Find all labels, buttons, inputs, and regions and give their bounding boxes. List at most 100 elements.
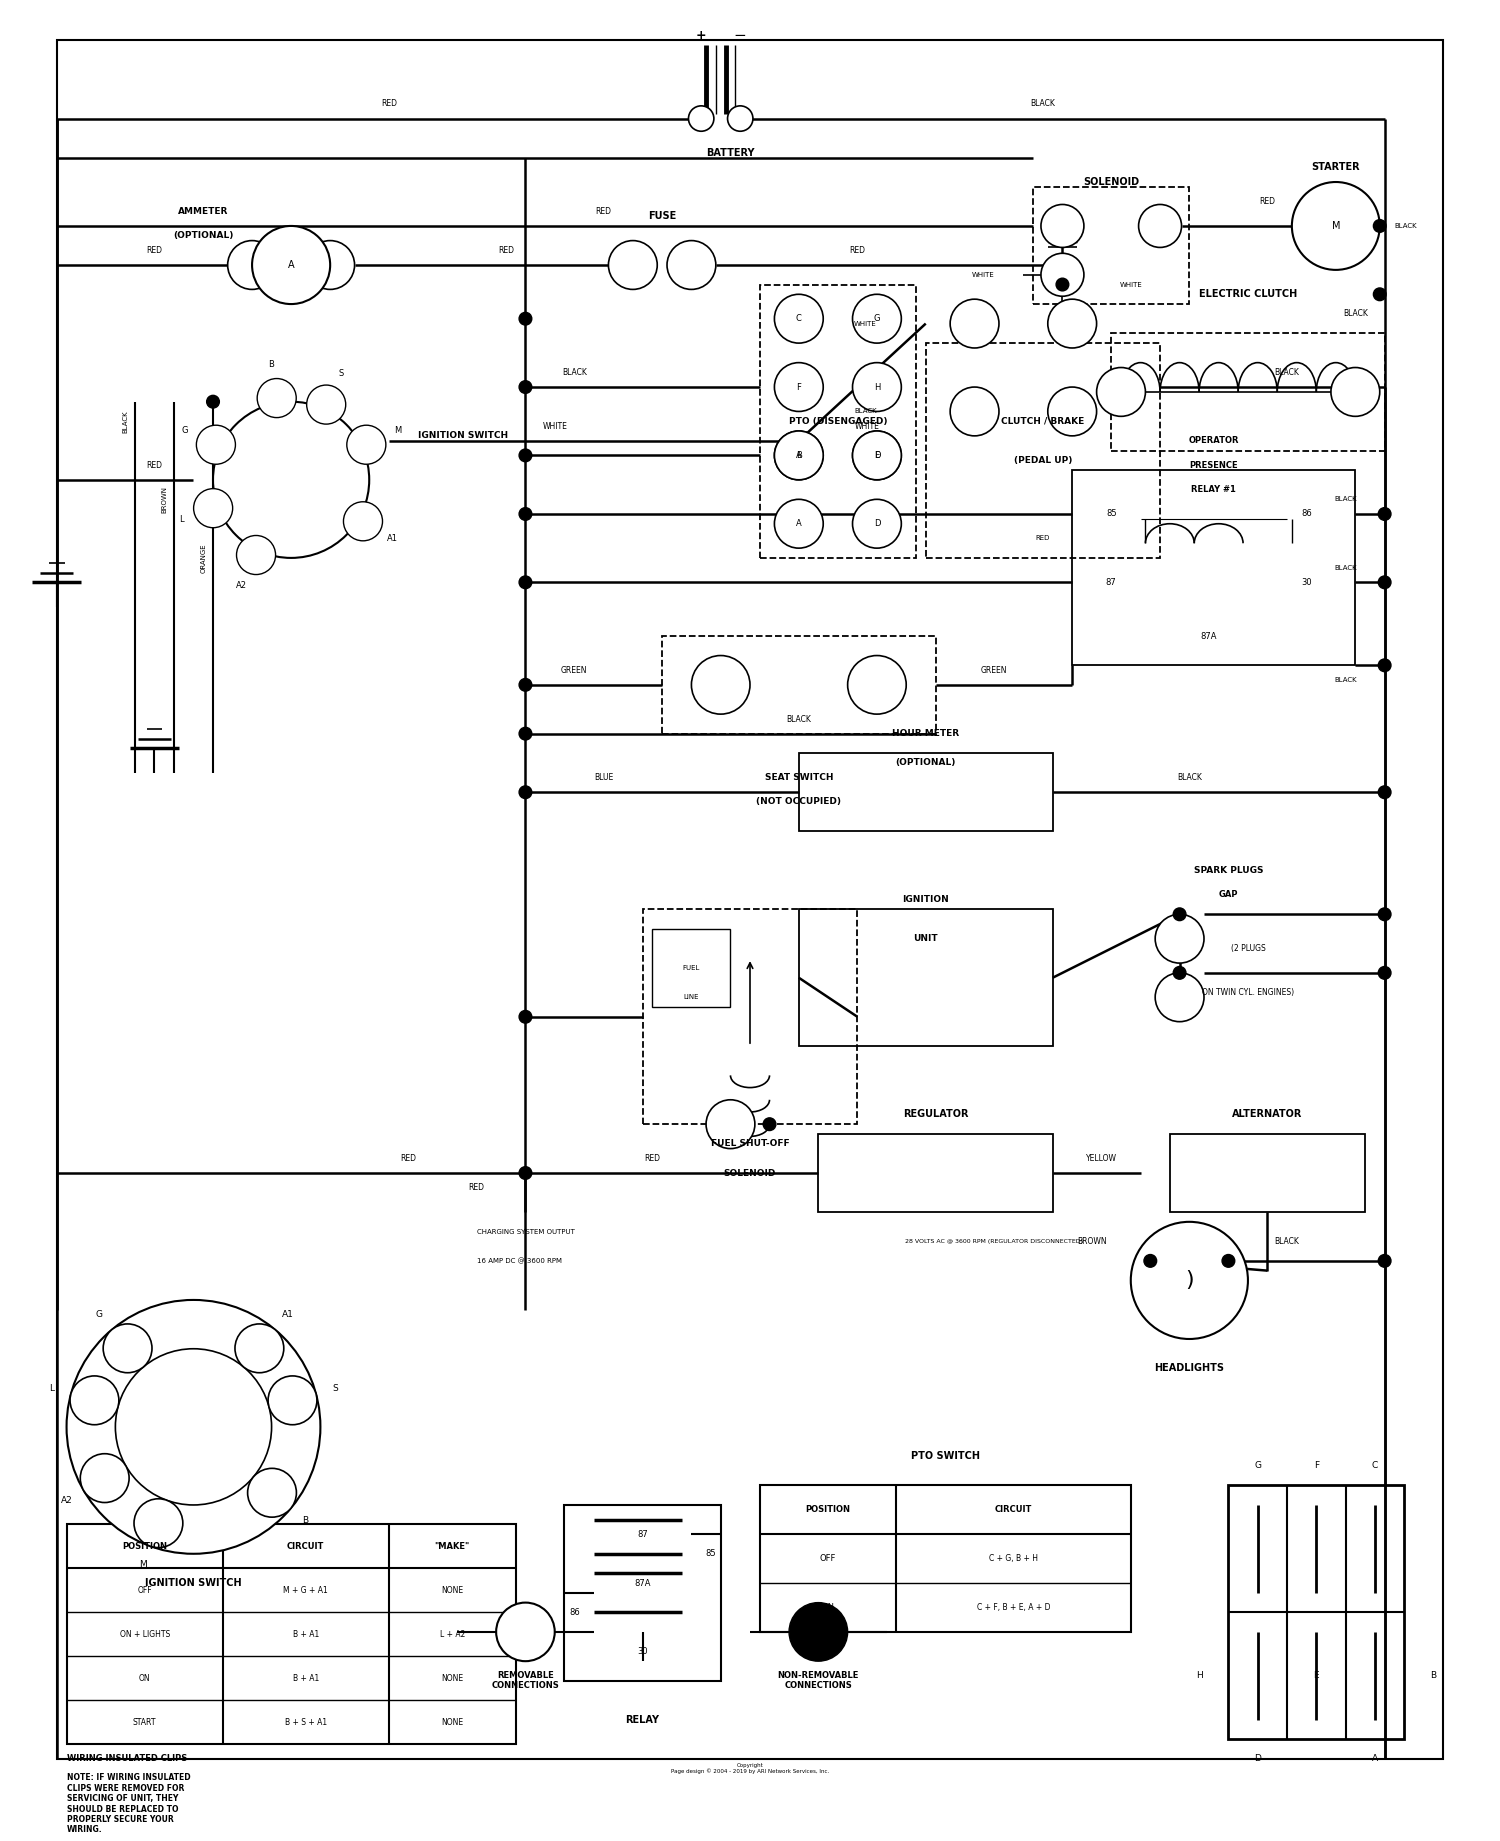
Circle shape bbox=[1374, 287, 1386, 300]
Text: OFF: OFF bbox=[138, 1585, 152, 1594]
Text: RED: RED bbox=[147, 460, 162, 469]
Circle shape bbox=[194, 488, 232, 528]
Text: CLUTCH / BRAKE: CLUTCH / BRAKE bbox=[1002, 416, 1084, 425]
Text: WHITE: WHITE bbox=[972, 272, 994, 278]
Text: (OPTIONAL): (OPTIONAL) bbox=[896, 758, 956, 768]
Text: A2: A2 bbox=[236, 582, 248, 591]
Bar bbox=[1034, 188, 1190, 304]
Text: C: C bbox=[796, 315, 802, 324]
Text: START: START bbox=[134, 1718, 156, 1727]
Text: +: + bbox=[696, 29, 706, 42]
Bar bbox=[800, 909, 1053, 1046]
Circle shape bbox=[692, 655, 750, 714]
Bar bbox=[760, 1486, 1131, 1631]
Circle shape bbox=[1292, 182, 1380, 271]
Text: STARTER: STARTER bbox=[1311, 162, 1360, 173]
Text: RED: RED bbox=[1260, 197, 1275, 206]
Text: D: D bbox=[1254, 1754, 1262, 1764]
Text: BLACK: BLACK bbox=[1335, 677, 1358, 683]
Text: RED: RED bbox=[1035, 536, 1050, 541]
Text: A: A bbox=[796, 519, 801, 528]
Text: B + S + A1: B + S + A1 bbox=[285, 1718, 327, 1727]
Text: 86: 86 bbox=[568, 1607, 579, 1616]
Circle shape bbox=[764, 1117, 776, 1130]
Circle shape bbox=[346, 425, 386, 464]
Circle shape bbox=[789, 1604, 847, 1661]
Text: IGNITION SWITCH: IGNITION SWITCH bbox=[146, 1578, 242, 1589]
Text: RED: RED bbox=[147, 247, 162, 254]
Text: BLACK: BLACK bbox=[1342, 309, 1368, 318]
Circle shape bbox=[104, 1324, 152, 1373]
Text: 28 VOLTS AC @ 3600 RPM (REGULATOR DISCONNECTED): 28 VOLTS AC @ 3600 RPM (REGULATOR DISCON… bbox=[904, 1239, 1083, 1245]
Text: A1: A1 bbox=[282, 1311, 294, 1320]
Text: G: G bbox=[182, 425, 188, 434]
Text: 30: 30 bbox=[1300, 578, 1312, 587]
Text: 30: 30 bbox=[638, 1648, 648, 1655]
Text: G: G bbox=[1254, 1462, 1262, 1471]
Text: GREEN: GREEN bbox=[561, 666, 588, 674]
Circle shape bbox=[519, 786, 532, 799]
Text: WHITE: WHITE bbox=[853, 320, 877, 326]
Text: BROWN: BROWN bbox=[1077, 1237, 1107, 1246]
Text: (2 PLUGS: (2 PLUGS bbox=[1230, 944, 1266, 954]
Circle shape bbox=[70, 1375, 118, 1425]
Text: A2: A2 bbox=[62, 1495, 72, 1504]
Text: C + G, B + H: C + G, B + H bbox=[988, 1554, 1038, 1563]
Circle shape bbox=[774, 363, 824, 411]
Text: BLACK: BLACK bbox=[1275, 1237, 1299, 1246]
Circle shape bbox=[1378, 786, 1390, 799]
Text: E: E bbox=[1314, 1672, 1318, 1681]
Text: F: F bbox=[1314, 1462, 1318, 1471]
Text: BLACK: BLACK bbox=[562, 368, 586, 377]
Text: BLACK: BLACK bbox=[122, 411, 128, 433]
Text: RED: RED bbox=[468, 1184, 484, 1193]
Bar bbox=[642, 909, 858, 1125]
Bar bbox=[662, 635, 936, 735]
Text: FUEL SHUT-OFF: FUEL SHUT-OFF bbox=[711, 1140, 789, 1149]
Circle shape bbox=[1041, 254, 1084, 296]
Text: NONE: NONE bbox=[441, 1585, 464, 1594]
Circle shape bbox=[1048, 300, 1096, 348]
Text: NOTE: IF WIRING INSULATED
CLIPS WERE REMOVED FOR
SERVICING OF UNIT, THEY
SHOULD : NOTE: IF WIRING INSULATED CLIPS WERE REM… bbox=[66, 1773, 190, 1834]
Circle shape bbox=[1041, 204, 1084, 247]
Circle shape bbox=[252, 226, 330, 304]
Circle shape bbox=[306, 241, 354, 289]
Text: Copyright
Page design © 2004 - 2019 by ARI Network Services, Inc.: Copyright Page design © 2004 - 2019 by A… bbox=[670, 1764, 830, 1775]
Text: S: S bbox=[338, 368, 344, 377]
Text: B: B bbox=[303, 1517, 309, 1526]
Circle shape bbox=[1155, 972, 1204, 1022]
Bar bbox=[1228, 1486, 1404, 1740]
Text: RED: RED bbox=[645, 1154, 660, 1164]
Text: BATTERY: BATTERY bbox=[706, 147, 754, 158]
Text: POSITION: POSITION bbox=[806, 1506, 850, 1515]
Text: (NOT OCCUPIED): (NOT OCCUPIED) bbox=[756, 797, 842, 806]
Circle shape bbox=[519, 1011, 532, 1024]
Text: 86: 86 bbox=[1300, 510, 1312, 519]
Text: A: A bbox=[796, 451, 801, 460]
Text: B + A1: B + A1 bbox=[292, 1673, 320, 1683]
Text: LINE: LINE bbox=[684, 994, 699, 1000]
Text: PTO (DISENGAGED): PTO (DISENGAGED) bbox=[789, 416, 886, 425]
Circle shape bbox=[1144, 1254, 1156, 1267]
Circle shape bbox=[1374, 219, 1386, 232]
Circle shape bbox=[728, 107, 753, 131]
Circle shape bbox=[774, 431, 824, 481]
Circle shape bbox=[774, 295, 824, 342]
Text: GREEN: GREEN bbox=[981, 666, 1008, 674]
Circle shape bbox=[237, 536, 276, 574]
Text: BLUE: BLUE bbox=[594, 773, 613, 782]
Text: C + F, B + E, A + D: C + F, B + E, A + D bbox=[976, 1604, 1050, 1613]
Circle shape bbox=[1330, 368, 1380, 416]
Circle shape bbox=[852, 499, 901, 549]
Text: (OPTIONAL): (OPTIONAL) bbox=[172, 232, 234, 239]
Text: SEAT SWITCH: SEAT SWITCH bbox=[765, 773, 832, 782]
Text: UNIT: UNIT bbox=[914, 933, 938, 943]
Circle shape bbox=[519, 381, 532, 394]
Text: M + G + A1: M + G + A1 bbox=[284, 1585, 328, 1594]
Circle shape bbox=[1378, 508, 1390, 521]
Bar bbox=[564, 1504, 720, 1681]
Circle shape bbox=[519, 508, 532, 521]
Text: ORANGE: ORANGE bbox=[200, 543, 206, 573]
Text: A1: A1 bbox=[387, 534, 398, 543]
Circle shape bbox=[519, 1167, 532, 1180]
